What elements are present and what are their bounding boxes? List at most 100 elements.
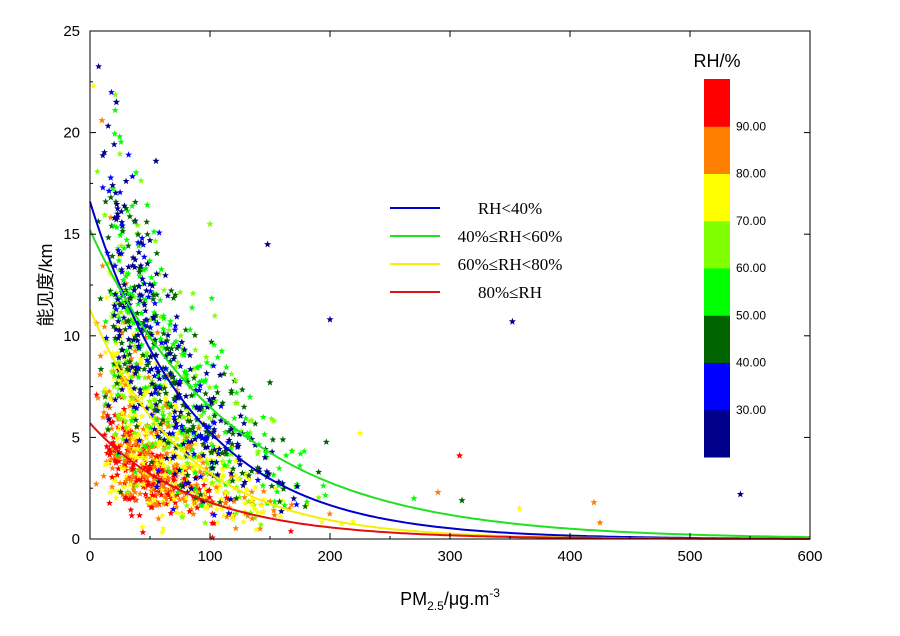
scatter-point	[200, 481, 208, 489]
scatter-point	[234, 440, 242, 447]
scatter-point	[111, 431, 119, 438]
scatter-point	[143, 434, 150, 441]
scatter-point	[190, 374, 198, 381]
scatter-point	[202, 458, 210, 465]
scatter-point	[205, 414, 213, 421]
scatter-point	[218, 505, 226, 512]
scatter-point	[177, 510, 185, 518]
scatter-point	[110, 311, 118, 319]
scatter-point	[157, 454, 165, 461]
scatter-point	[152, 237, 159, 244]
scatter-point	[134, 331, 142, 338]
scatter-point	[203, 502, 211, 510]
scatter-point	[248, 496, 256, 503]
scatter-point	[147, 429, 155, 436]
scatter-point	[123, 452, 131, 459]
scatter-point	[217, 417, 225, 424]
scatter-point	[118, 386, 126, 393]
scatter-point	[233, 389, 240, 396]
scatter-point	[136, 466, 143, 474]
scatter-point	[270, 417, 278, 424]
scatter-point	[153, 483, 161, 491]
legend-label: 60%≤RH<80%	[458, 255, 563, 274]
scatter-point	[124, 475, 132, 482]
scatter-point	[138, 309, 145, 317]
scatter-point	[124, 425, 132, 432]
scatter-point	[192, 381, 200, 388]
scatter-point	[153, 453, 161, 460]
scatter-point	[176, 496, 183, 503]
scatter-point	[199, 459, 207, 466]
colorbar-band	[704, 220, 730, 269]
scatter-point	[315, 494, 323, 501]
scatter-point	[118, 392, 126, 399]
scatter-point	[114, 411, 122, 419]
scatter-point	[107, 390, 115, 397]
scatter-point	[209, 534, 216, 541]
scatter-point	[151, 425, 158, 433]
scatter-point	[254, 464, 262, 471]
scatter-point	[130, 319, 137, 326]
colorbar-band	[704, 126, 730, 174]
scatter-point	[158, 465, 166, 472]
colorbar: 30.00 40.00 50.00 60.00 70.00 80.00 90.00 RH/%	[693, 51, 766, 458]
scatter-point	[172, 419, 180, 427]
scatter-point	[140, 299, 148, 306]
scatter-point	[126, 397, 134, 404]
scatter-point	[261, 453, 269, 461]
scatter-point	[184, 479, 192, 487]
scatter-point	[170, 476, 177, 483]
scatter-point	[180, 453, 188, 461]
scatter-point	[160, 446, 168, 453]
scatter-point	[236, 460, 244, 468]
scatter-point	[187, 460, 195, 468]
scatter-point	[151, 372, 158, 379]
scatter-point	[107, 419, 114, 427]
scatter-point	[171, 291, 179, 298]
scatter-point	[188, 392, 195, 399]
scatter-point	[114, 391, 122, 398]
scatter-point	[183, 488, 191, 496]
scatter-point	[115, 373, 123, 380]
scatter-point	[210, 394, 217, 402]
scatter-point	[108, 313, 116, 320]
scatter-point	[155, 270, 163, 277]
scatter-point	[128, 413, 136, 420]
scatter-point	[138, 477, 145, 484]
scatter-point	[173, 503, 180, 511]
scatter-point	[170, 495, 178, 503]
scatter-point	[135, 373, 142, 381]
scatter-point	[195, 422, 203, 429]
scatter-point	[177, 332, 185, 339]
scatter-point	[163, 449, 171, 457]
scatter-point	[173, 509, 181, 516]
scatter-point	[232, 376, 240, 384]
scatter-point	[137, 177, 145, 184]
scatter-point	[170, 473, 178, 481]
scatter-point	[139, 459, 147, 467]
scatter-point	[137, 262, 145, 269]
scatter-point	[214, 471, 222, 478]
scatter-point	[164, 418, 172, 425]
scatter-point	[178, 513, 186, 521]
scatter-point	[104, 459, 112, 467]
scatter-point	[153, 270, 161, 277]
scatter-point	[187, 505, 195, 513]
scatter-point	[142, 333, 149, 341]
scatter-point	[215, 480, 223, 488]
scatter-point	[117, 308, 125, 316]
scatter-point	[164, 490, 172, 498]
scatter-point	[116, 326, 124, 334]
scatter-point	[145, 439, 153, 447]
scatter-point	[128, 512, 136, 519]
scatter-point	[148, 365, 155, 373]
scatter-point	[116, 133, 124, 140]
scatter-point	[149, 344, 157, 351]
scatter-point	[155, 229, 163, 236]
scatter-point	[151, 395, 159, 403]
scatter-point	[147, 287, 154, 295]
scatter-point	[141, 374, 149, 381]
scatter-point	[194, 363, 201, 371]
scatter-point	[131, 263, 139, 271]
scatter-point	[171, 401, 179, 409]
